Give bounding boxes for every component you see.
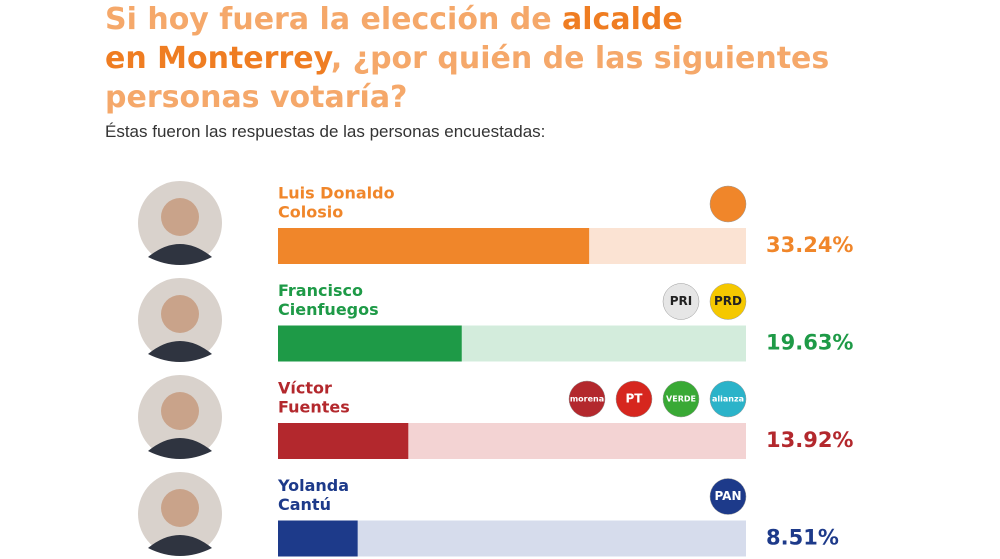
party-logo [709,283,747,320]
party-logo [709,478,747,515]
value-label: 33.24% [766,233,853,257]
candidate-name: Francisco [278,281,363,300]
bar [278,520,358,557]
candidate-name: Luis Donaldo [278,184,395,203]
party-logo [662,380,700,418]
party-label: morena [570,395,604,404]
party-logo [709,185,747,223]
candidate-name: Fuentes [278,398,350,417]
party-label: alianza [712,395,744,404]
avatar-body [148,438,212,459]
candidate-name: Yolanda [277,476,349,495]
party-logo [662,283,700,320]
avatar-body [148,244,212,265]
value-label: 8.51% [766,526,839,550]
avatar-body [148,535,212,556]
value-label: 19.63% [766,331,853,355]
title-part: alcalde [562,2,683,37]
title-part: , ¿por quién de las siguientes personas … [105,41,830,115]
bar [278,228,590,264]
avatar-head [161,489,199,527]
avatar-head [161,392,199,430]
party-logo [615,380,653,418]
avatar-head [161,295,199,333]
party-label: VERDE [666,395,696,404]
value-label: 13.92% [766,428,853,452]
party-label: PRD [714,294,742,308]
title: Si hoy fuera la elección de alcalde en Mo… [105,0,905,117]
candidate-name: Colosio [278,203,343,222]
party-label: PAN [714,489,741,503]
candidate-name: Cienfuegos [278,300,379,319]
party-logo [709,380,747,418]
avatar-body [148,341,212,362]
candidate-name: Víctor [278,379,332,398]
avatar-head [161,198,199,236]
party-label: PRI [670,294,693,308]
title-part: Si hoy fuera la elección de [105,2,563,37]
party-logo [568,380,606,418]
bar [278,325,462,362]
bar [278,423,409,459]
title-part: en Monterrey [105,41,331,76]
candidate-name: Cantú [278,495,331,514]
party-label: PT [626,392,644,406]
subtitle: Éstas fueron las respuestas de las perso… [105,122,546,141]
